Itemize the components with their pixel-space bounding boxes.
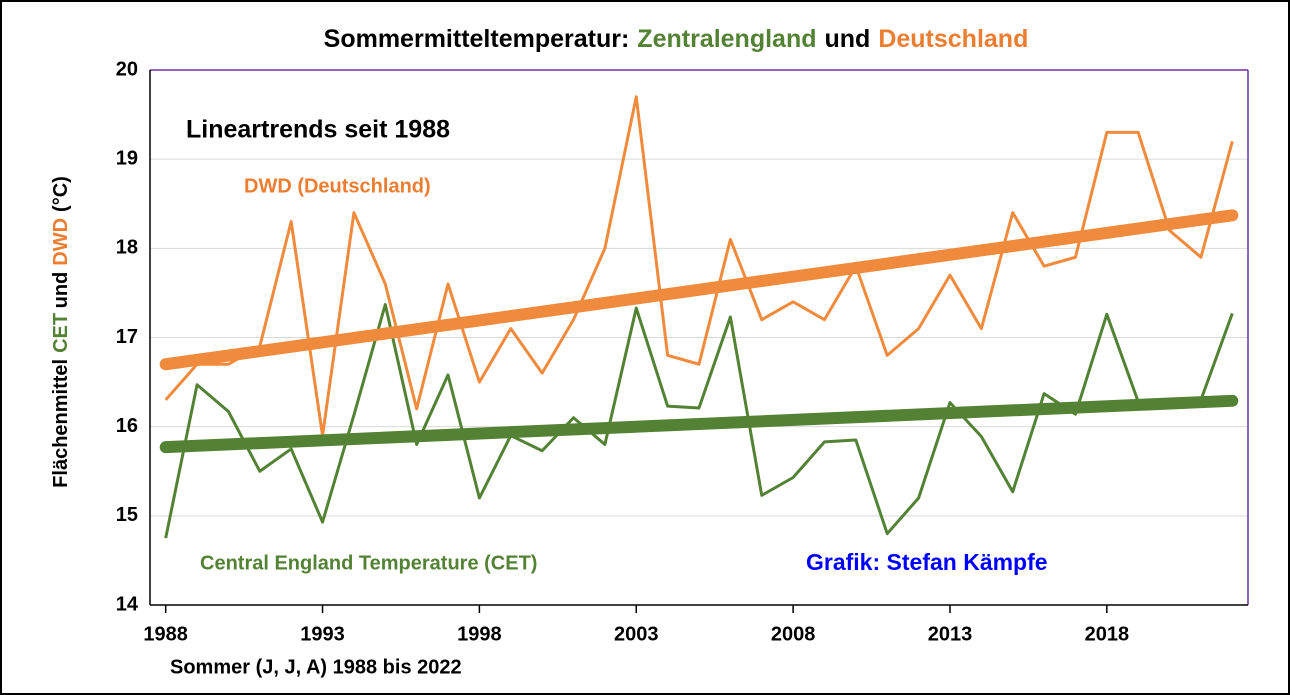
annotation: Lineartrends seit 1988 bbox=[186, 116, 450, 144]
annotation: DWD (Deutschland) bbox=[244, 175, 431, 197]
title-part: Zentralengland bbox=[637, 25, 816, 53]
y-tick-label: 17 bbox=[116, 326, 138, 348]
y-tick-label: 15 bbox=[116, 504, 138, 526]
y-label-part: (°C) bbox=[50, 176, 72, 212]
chart-title: Sommermitteltemperatur: Zentralengland und… bbox=[324, 25, 1029, 53]
y-label-part: Flächenmittel bbox=[50, 359, 72, 488]
x-tick-label: 1998 bbox=[457, 623, 502, 645]
title-part: Sommermitteltemperatur: bbox=[324, 25, 630, 53]
y-label-part: und bbox=[50, 272, 72, 309]
y-tick-label: 14 bbox=[116, 593, 139, 615]
y-label-part: CET bbox=[50, 313, 72, 353]
title-part: und bbox=[824, 25, 870, 53]
y-tick-label: 16 bbox=[116, 415, 138, 437]
data-line bbox=[164, 95, 1234, 438]
y-label-part: DWD bbox=[50, 218, 72, 266]
x-tick-label: 2013 bbox=[928, 623, 973, 645]
trend-line bbox=[159, 394, 1239, 454]
y-tick-label: 18 bbox=[116, 237, 138, 259]
x-tick-label: 2003 bbox=[614, 623, 659, 645]
x-tick-label: 1988 bbox=[143, 623, 188, 645]
trend-line bbox=[159, 209, 1239, 371]
y-tick-label: 20 bbox=[116, 58, 138, 80]
x-axis-label: Sommer (J, J, A) 1988 bis 2022 bbox=[170, 656, 462, 678]
y-axis-label: Flächenmittel CET und DWD (°C) bbox=[50, 176, 72, 488]
x-tick-label: 2008 bbox=[771, 623, 816, 645]
data-line bbox=[164, 303, 1234, 539]
title-part: Deutschland bbox=[878, 25, 1028, 53]
x-tick-label: 1993 bbox=[300, 623, 345, 645]
y-tick-label: 19 bbox=[116, 147, 138, 169]
annotation: Grafik: Stefan Kämpfe bbox=[806, 549, 1048, 575]
annotation: Central England Temperature (CET) bbox=[200, 552, 537, 574]
x-tick-label: 2018 bbox=[1085, 623, 1130, 645]
